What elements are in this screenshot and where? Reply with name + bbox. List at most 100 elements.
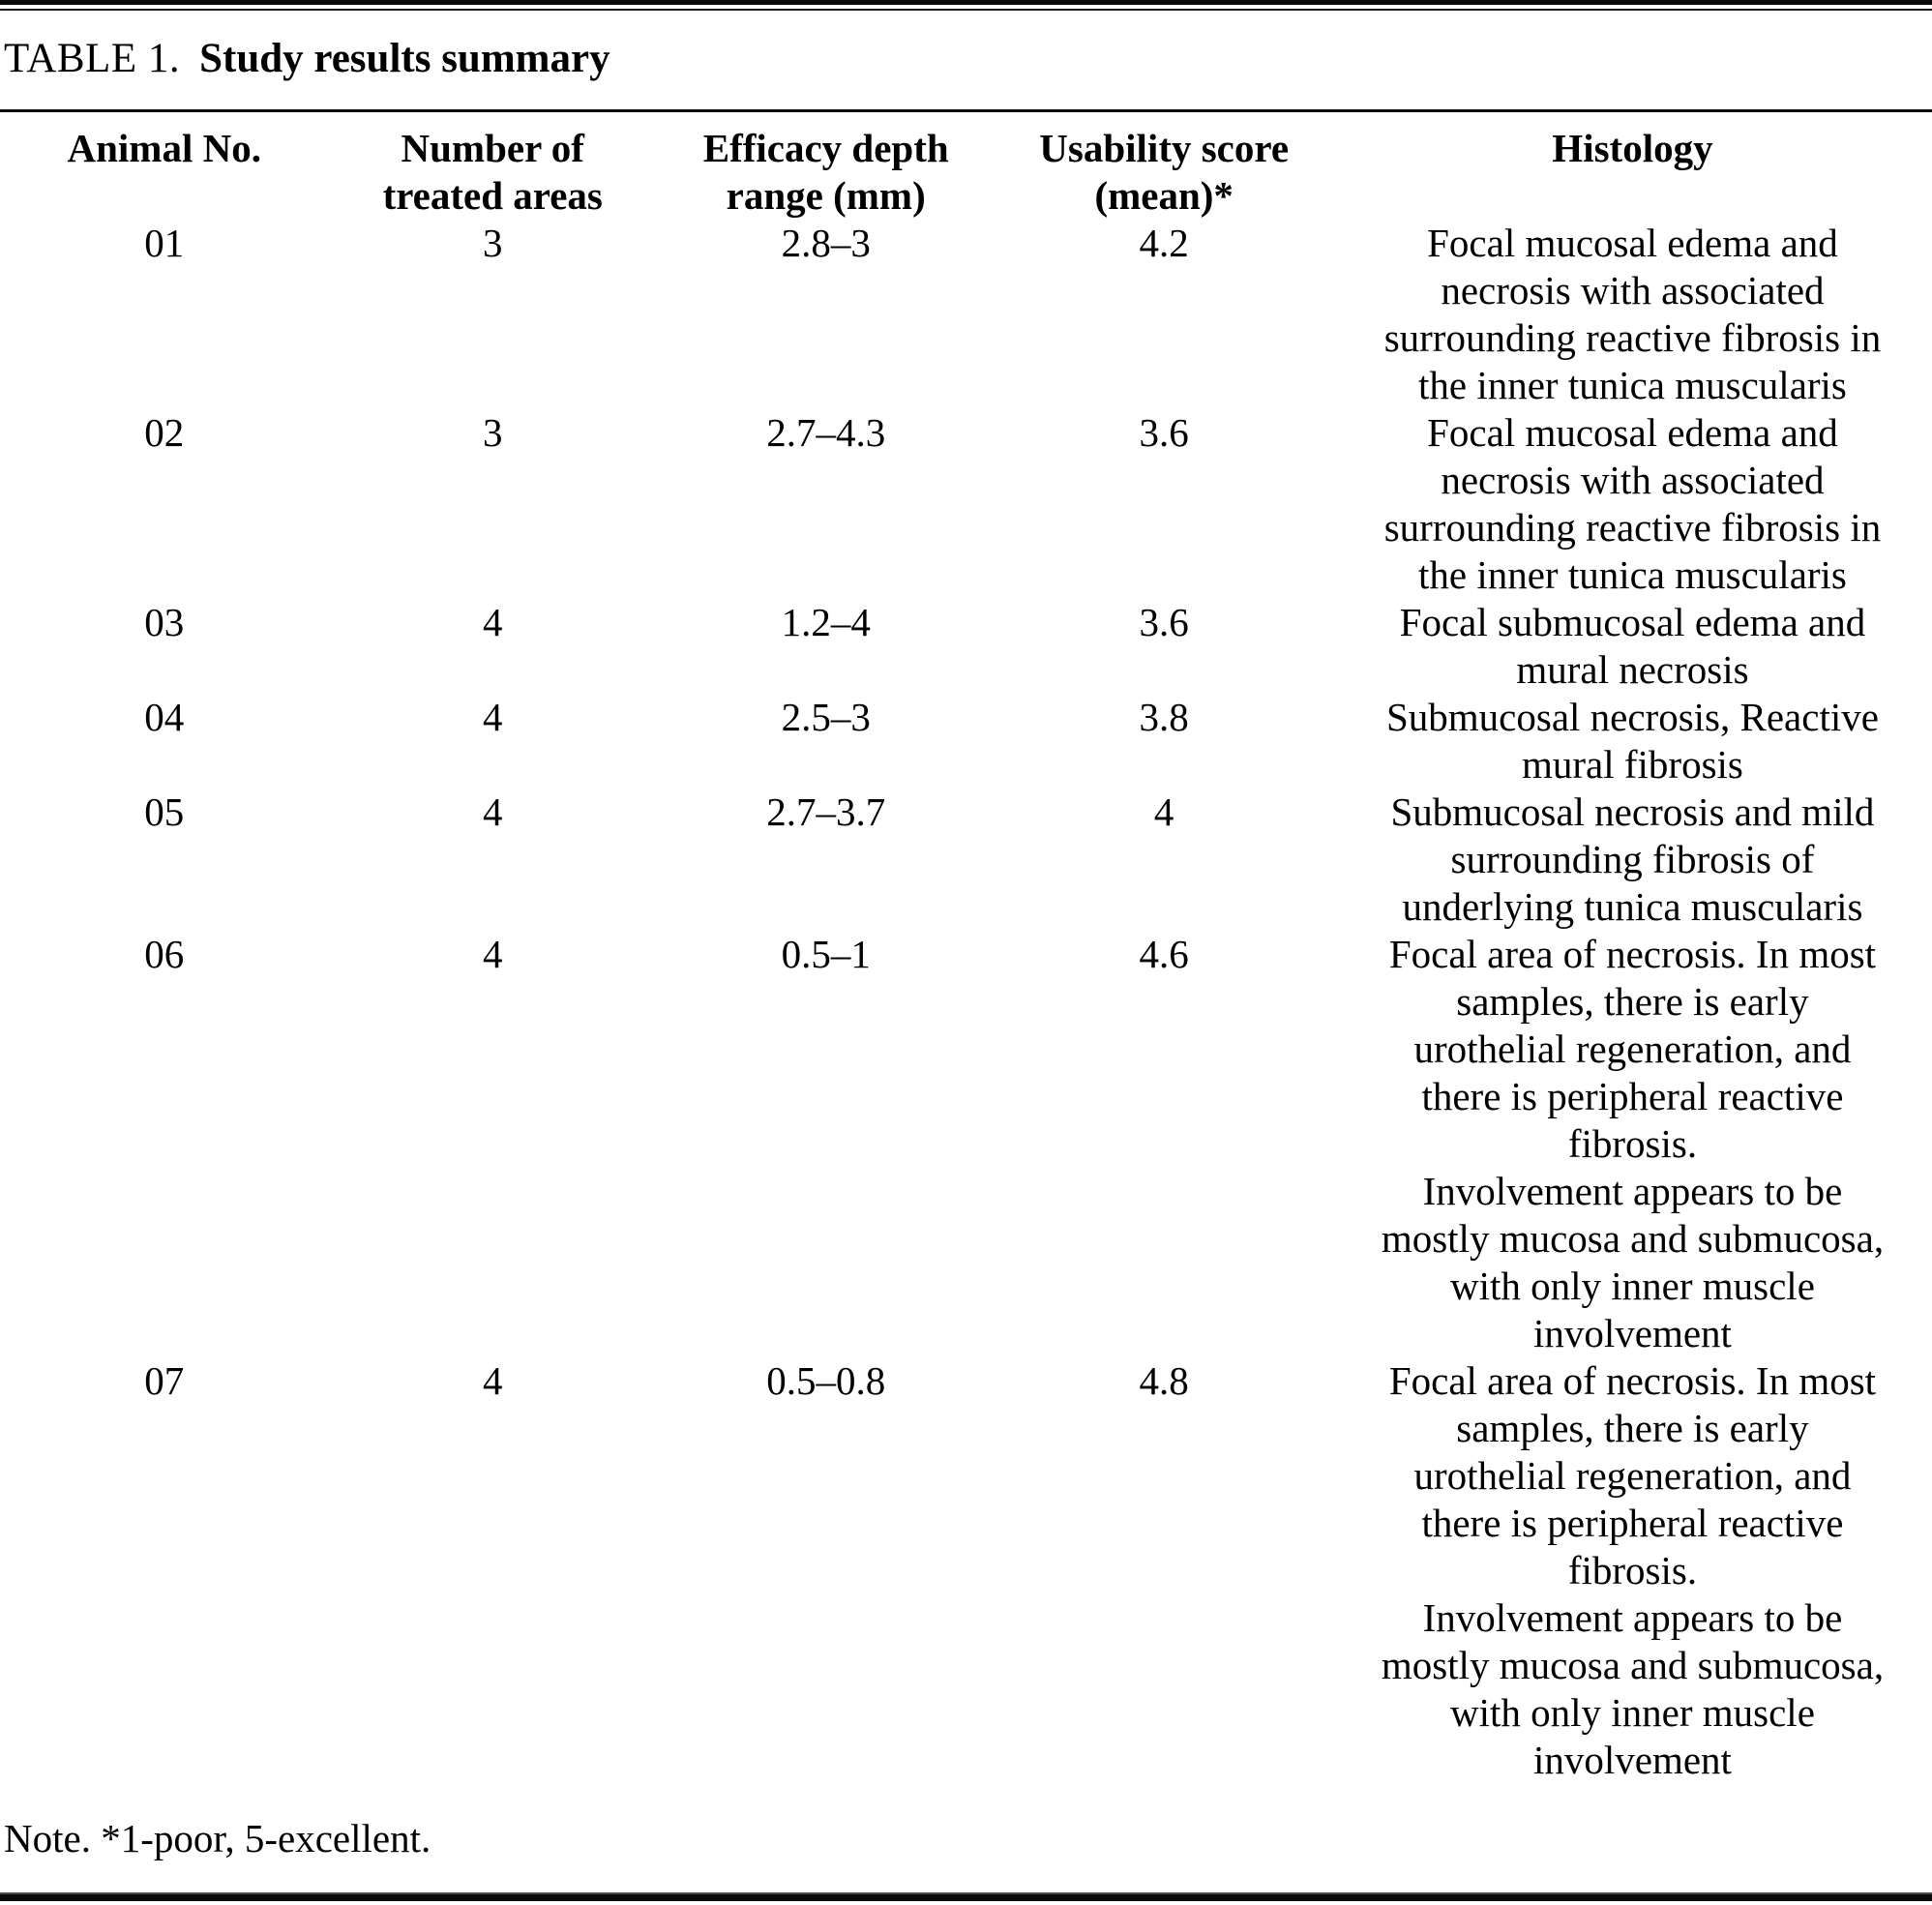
treated-areas-cell: 4 (482, 932, 503, 976)
histology-line: Involvement appears to be (1422, 1169, 1843, 1213)
usability-score-cell: 4.6 (1139, 932, 1189, 976)
efficacy-depth-cell: 1.2–4 (781, 600, 871, 644)
animal-no-cell: 04 (144, 695, 185, 739)
histology-line: Focal area of necrosis. In most (1388, 932, 1877, 976)
histology-line: Submucosal necrosis and mild (1390, 789, 1875, 834)
histology-line: the inner tunica muscularis (1418, 363, 1847, 407)
histology-line: Focal submucosal edema and (1399, 600, 1866, 644)
animal-no-cell: 02 (144, 410, 185, 455)
column-header-histology: Histology (1333, 112, 1932, 220)
bottom-rule (0, 1892, 1932, 1901)
treated-areas-cell: 4 (482, 789, 503, 834)
treated-areas-cell: 3 (482, 221, 503, 265)
treated-areas-cell: 4 (482, 600, 503, 644)
histology-cell: Focal mucosal edema and necrosis with ass… (1333, 409, 1932, 599)
column-header-label: Number of (401, 126, 584, 170)
top-rule-thick (0, 0, 1932, 5)
table-row: 03 4 1.2–4 3.6 Focal submucosal edema and mur… (0, 599, 1932, 694)
column-header-label: Usability score (1039, 126, 1290, 170)
histology-line: surrounding reactive fibrosis in (1383, 315, 1882, 360)
table-title: Study results summary (199, 36, 610, 81)
study-results-table: Animal No. Number of treated areas Effic… (0, 112, 1932, 1784)
histology-line: Submucosal necrosis, Reactive (1385, 695, 1879, 739)
bottom-rule-thin (0, 1892, 1932, 1894)
histology-line: with only inner muscle (1449, 1690, 1815, 1735)
histology-line: the inner tunica muscularis (1418, 552, 1847, 597)
table-row: 04 4 2.5–3 3.8 Submucosal necrosis, Reactive… (0, 694, 1932, 789)
histology-line: Focal mucosal edema and (1427, 410, 1838, 455)
usability-score-cell: 4 (1153, 789, 1174, 834)
histology-line: urothelial regeneration, and (1413, 1027, 1852, 1071)
table-number-label: TABLE 1. (4, 36, 181, 81)
histology-line: samples, there is early (1456, 1406, 1809, 1450)
histology-line: underlying tunica muscularis (1402, 884, 1863, 929)
histology-line: Involvement appears to be (1422, 1595, 1843, 1640)
histology-line: mostly mucosa and submucosa, (1381, 1643, 1885, 1687)
histology-line: necrosis with associated (1441, 458, 1825, 502)
bottom-rule-thick (0, 1894, 1932, 1901)
table-row: 05 4 2.7–3.7 4 Submucosal necrosis and mild s… (0, 789, 1932, 931)
usability-score-cell: 3.6 (1139, 600, 1189, 644)
histology-line: surrounding reactive fibrosis in (1383, 505, 1882, 550)
histology-line: Focal mucosal edema and (1427, 221, 1838, 265)
histology-cell: Focal area of necrosis. In most samples, … (1333, 1357, 1932, 1784)
usability-score-cell: 3.6 (1139, 410, 1189, 455)
histology-line: there is peripheral reactive (1421, 1074, 1844, 1118)
column-header-label: range (mm) (726, 173, 926, 218)
efficacy-depth-cell: 2.5–3 (781, 695, 871, 739)
histology-line: mural fibrosis (1522, 742, 1743, 787)
table-header: Animal No. Number of treated areas Effic… (0, 112, 1932, 220)
column-header-label: Histology (1552, 126, 1713, 170)
animal-no-cell: 06 (144, 932, 185, 976)
efficacy-depth-cell: 2.7–3.7 (766, 789, 886, 834)
efficacy-depth-cell: 0.5–0.8 (766, 1358, 886, 1403)
histology-cell: Submucosal necrosis and mild surrounding … (1333, 789, 1932, 931)
usability-score-cell: 4.8 (1139, 1358, 1189, 1403)
histology-line: with only inner muscle (1449, 1264, 1815, 1308)
usability-score-cell: 3.8 (1139, 695, 1189, 739)
histology-line: Focal area of necrosis. In most (1388, 1358, 1877, 1403)
histology-line: urothelial regeneration, and (1413, 1453, 1852, 1498)
column-header-label: (mean)* (1094, 173, 1234, 218)
efficacy-depth-cell: 2.8–3 (781, 221, 871, 265)
histology-cell: Focal area of necrosis. In most samples, … (1333, 931, 1932, 1357)
histology-line: mural necrosis (1516, 647, 1749, 692)
animal-no-cell: 05 (144, 789, 185, 834)
column-header-animal-no: Animal No. (0, 112, 328, 220)
efficacy-depth-cell: 2.7–4.3 (766, 410, 886, 455)
table-caption: TABLE 1. Study results summary (4, 35, 1932, 83)
column-header-treated-areas: Number of treated areas (328, 112, 656, 220)
animal-no-cell: 01 (144, 221, 185, 265)
histology-line: mostly mucosa and submucosa, (1381, 1216, 1885, 1261)
table-footnote: Note. *1-poor, 5-excellent. (4, 1816, 431, 1860)
histology-line: involvement (1532, 1738, 1732, 1782)
histology-line: surrounding fibrosis of (1450, 837, 1815, 881)
header-row: Animal No. Number of treated areas Effic… (0, 112, 1932, 220)
usability-score-cell: 4.2 (1139, 221, 1189, 265)
efficacy-depth-cell: 0.5–1 (781, 932, 871, 976)
animal-no-cell: 07 (144, 1358, 185, 1403)
histology-cell: Submucosal necrosis, Reactive mural fibro… (1333, 694, 1932, 789)
column-header-efficacy-depth: Efficacy depth range (mm) (657, 112, 995, 220)
histology-line: samples, there is early (1456, 979, 1809, 1024)
column-header-usability-score: Usability score (mean)* (995, 112, 1332, 220)
histology-line: involvement (1532, 1311, 1732, 1355)
treated-areas-cell: 4 (482, 695, 503, 739)
header-top-rule (0, 109, 1932, 112)
top-rule-thin (0, 9, 1932, 11)
table-row: 02 3 2.7–4.3 3.6 Focal mucosal edema and necr… (0, 409, 1932, 599)
histology-line: fibrosis. (1567, 1548, 1698, 1592)
treated-areas-cell: 3 (482, 410, 503, 455)
animal-no-cell: 03 (144, 600, 185, 644)
table-body: 01 3 2.8–3 4.2 Focal mucosal edema and necros… (0, 220, 1932, 1784)
table-row: 06 4 0.5–1 4.6 Focal area of necrosis. In mo… (0, 931, 1932, 1357)
histology-line: there is peripheral reactive (1421, 1501, 1844, 1545)
table-row: 07 4 0.5–0.8 4.8 Focal area of necrosis. In … (0, 1357, 1932, 1784)
table-row: 01 3 2.8–3 4.2 Focal mucosal edema and necros… (0, 220, 1932, 409)
column-header-label: Efficacy depth (702, 126, 949, 170)
column-header-label: Animal No. (67, 126, 261, 170)
histology-cell: Focal submucosal edema and mural necrosis (1333, 599, 1932, 694)
treated-areas-cell: 4 (482, 1358, 503, 1403)
column-header-label: treated areas (382, 173, 603, 218)
